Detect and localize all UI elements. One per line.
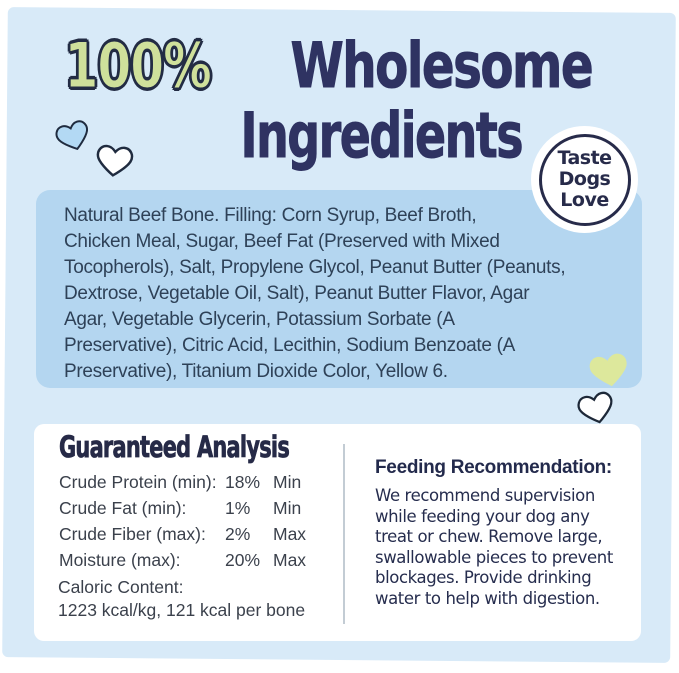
panel-divider (343, 444, 345, 624)
ingredients-panel: Natural Beef Bone. Filling: Corn Syrup, … (36, 190, 642, 388)
feeding-line: water to help with digestion. (375, 588, 600, 608)
badge-ring: Taste Dogs Love (538, 133, 631, 226)
heart-blue-icon (55, 120, 88, 151)
analysis-row-limit: Min (273, 472, 302, 492)
analysis-row-value: 20% (225, 550, 261, 570)
feeding-line: We recommend supervision (375, 486, 595, 505)
title-line-2: Ingredients (42, 99, 679, 172)
analysis-row-label: Crude Fat (min): (59, 498, 187, 518)
ingredients-line: Preservative), Titanium Dioxide Color, Y… (64, 361, 448, 382)
analysis-row-limit: Max (273, 550, 307, 570)
analysis-row-label: Crude Fiber (max): (59, 524, 206, 544)
heart-outline-icon (577, 391, 613, 424)
heart-white-icon (96, 144, 134, 177)
taste-dogs-love-badge: Taste Dogs Love (531, 126, 638, 233)
title-percent: 100% (65, 29, 213, 102)
feeding-recommendation-text: We recommend supervision while feeding y… (375, 486, 639, 609)
analysis-row-value: 18% (225, 472, 261, 492)
ingredients-line: Preservative), Citric Acid, Lecithin, So… (64, 335, 516, 356)
analysis-row-label: Crude Protein (min): (59, 472, 217, 492)
analysis-row-value: 2% (225, 524, 251, 544)
analysis-row-limit: Min (273, 498, 302, 518)
guaranteed-analysis-table: Crude Protein (min): 18% Min Crude Fat (… (59, 469, 333, 573)
feeding-recommendation: Feeding Recommendation: We recommend sup… (375, 457, 639, 609)
feeding-line: blockages. Provide drinking (375, 568, 592, 587)
caloric-content-value: 1223 kcal/kg, 121 kcal per bone (58, 600, 306, 620)
guaranteed-analysis-title: Guaranteed Analysis (59, 430, 290, 465)
badge-line: Dogs (558, 168, 611, 190)
ingredients-line: Agar, Vegetable Glycerin, Potassium Sorb… (64, 309, 455, 330)
heart-green-icon (589, 353, 627, 387)
analysis-row-label: Moisture (max): (59, 550, 181, 570)
caloric-content-label: Caloric Content: (58, 577, 184, 597)
badge-line: Love (560, 189, 609, 211)
title-word-ingredients: Ingredients (240, 99, 524, 172)
feeding-line: while feeding your dog any (375, 506, 590, 526)
caloric-content: Caloric Content: 1223 kcal/kg, 121 kcal … (58, 576, 305, 622)
title-line-1: 100% Wholesome (0, 29, 679, 102)
analysis-row-limit: Max (273, 524, 307, 544)
analysis-row-value: 1% (225, 498, 251, 518)
badge-line: Taste (557, 147, 612, 169)
title-word-wholesome: Wholesome (290, 29, 594, 102)
feeding-line: swallowable pieces to prevent (375, 547, 613, 567)
feeding-line: treat or chew. Remove large, (375, 527, 603, 546)
page-title: 100% Wholesome Ingredients (0, 29, 679, 172)
analysis-panel: Guaranteed Analysis Crude Protein (min):… (34, 424, 641, 641)
ingredients-line: Tocopherols), Salt, Propylene Glycol, Pe… (64, 257, 566, 278)
ingredients-line: Dextrose, Vegetable Oil, Salt), Peanut B… (64, 283, 530, 304)
ingredients-line: Natural Beef Bone. Filling: Corn Syrup, … (64, 205, 477, 226)
ingredients-line: Chicken Meal, Sugar, Beef Fat (Preserved… (64, 231, 500, 252)
feeding-recommendation-title: Feeding Recommendation: (375, 457, 612, 478)
